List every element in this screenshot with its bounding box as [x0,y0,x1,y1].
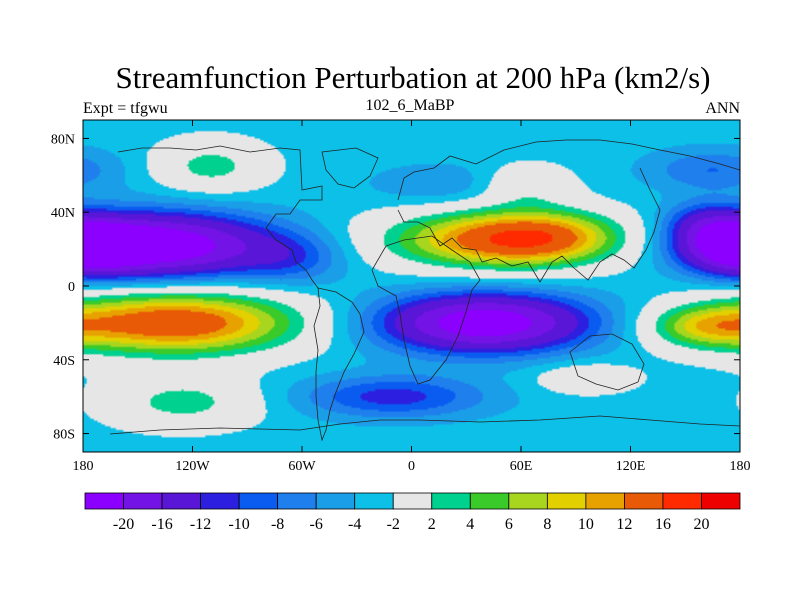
colorbar-label: 20 [693,516,709,533]
colorbar-label: 10 [578,516,594,533]
y-tick-label: 80S [53,428,75,443]
colorbar-box [624,492,664,510]
coastline-eurasia [397,139,740,283]
colorbar-label: -16 [151,516,172,533]
y-tick-label: 0 [68,280,75,295]
colorbar-box [508,492,548,510]
plot-area: 180 120W 60W 0 60E 120E 180 80N 40N 0 40S 80S [51,119,751,474]
colorbar-label: -2 [387,516,400,533]
colorbar-label: 12 [616,516,632,533]
chart-title: Streamfunction Perturbation at 200 hPa (… [116,60,711,95]
y-tick-label: 40S [53,354,75,369]
x-tick-label: 120W [175,459,210,474]
colorbar-label: -20 [113,516,134,533]
y-tick-label: 40N [51,206,75,221]
season-label: ANN [705,100,740,117]
colorbar-box [238,492,279,510]
contour-fill [83,120,740,452]
colorbar-box [701,492,741,510]
colorbar-box [200,492,240,510]
y-axis: 80N 40N 0 40S 80S [51,132,740,443]
coastline-antarctica [109,415,740,435]
colorbar-label: -6 [310,516,323,533]
colorbar-box [585,492,625,510]
coastline-south-america [313,287,365,442]
x-tick-label: 60E [510,459,533,474]
colorbar-label: -8 [271,516,284,533]
colorbar-label: -4 [348,516,361,533]
colorbar-box [392,492,433,510]
colorbar-box [161,492,201,510]
x-tick-label: 120E [616,459,646,474]
colorbar-label: -12 [190,516,211,533]
colorbar-box [315,492,356,510]
colorbar-box [431,492,471,510]
coastline-north-america [117,145,323,289]
x-tick-label: 60W [288,459,316,474]
colorbar-label: 4 [466,516,474,533]
y-tick-label: 80N [51,132,75,147]
colorbar: -20 -16 -12 -10 -8 -6 -4 -2 2 4 6 8 10 12 16 20 [84,492,741,533]
coastline-greenland [321,147,379,189]
colorbar-label: 8 [543,516,551,533]
x-tick-label: 180 [730,459,751,474]
colorbar-box [354,492,394,510]
x-tick-label: 180 [73,459,94,474]
colorbar-label: 6 [505,516,513,533]
colorbar-box [123,492,163,510]
colorbar-box [662,492,702,510]
case-label: 102_6_MaBP [366,97,455,114]
colorbar-box [84,492,124,510]
colorbar-label: 2 [428,516,436,533]
coastline-outlines [109,139,740,442]
colorbar-box [546,492,587,510]
colorbar-box [277,492,317,510]
colorbar-label: 16 [655,516,671,533]
coastline-africa [371,235,481,385]
experiment-label: Expt = tfgwu [83,100,168,117]
x-tick-label: 0 [408,459,415,474]
coastline-australia [569,333,645,391]
x-axis: 180 120W 60W 0 60E 120E 180 [73,120,751,474]
colorbar-box [469,492,510,510]
colorbar-label: -10 [228,516,249,533]
